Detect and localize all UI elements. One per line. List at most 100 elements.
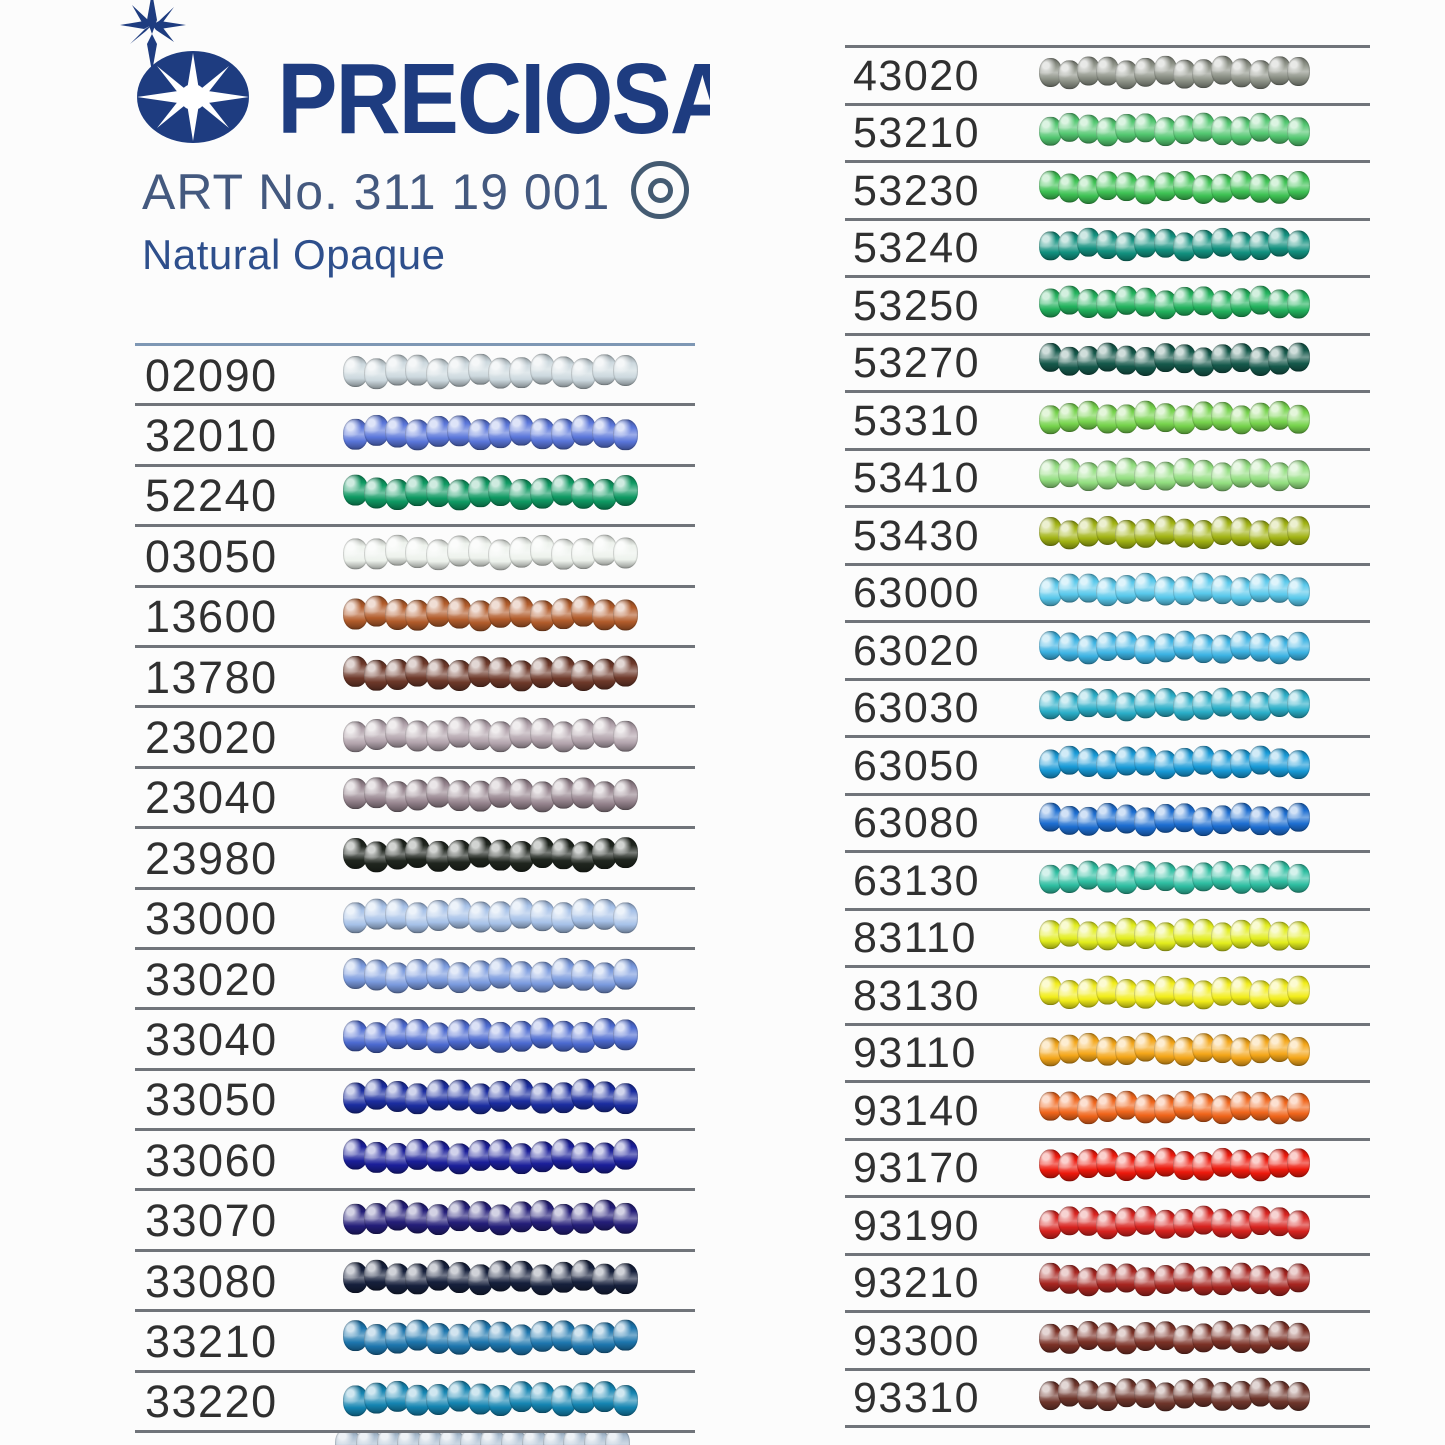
bead-strand [343, 403, 643, 460]
bead [1115, 404, 1139, 434]
bead-row: 93190 [845, 1195, 1370, 1253]
bead [612, 1384, 638, 1416]
bead [1039, 802, 1062, 832]
bead-code: 13600 [145, 591, 278, 643]
bead [563, 1433, 589, 1445]
bead [1229, 116, 1253, 146]
bead [1096, 515, 1120, 545]
bead [1191, 1092, 1215, 1122]
bead [1134, 1150, 1158, 1180]
bead [1153, 228, 1177, 258]
bead-strand [1039, 1368, 1324, 1423]
bead [459, 1433, 485, 1445]
bead-row: 53410 [845, 447, 1370, 506]
bead-code: 93210 [853, 1259, 981, 1308]
bead [1229, 1323, 1253, 1353]
bead [1287, 975, 1311, 1005]
bead-row: 93210 [845, 1252, 1370, 1311]
bead [1172, 1090, 1196, 1120]
bead [1229, 864, 1253, 894]
bead [1096, 1210, 1120, 1240]
bead [1134, 920, 1158, 950]
bead [1115, 114, 1139, 144]
bead [1172, 1208, 1196, 1238]
bead [1077, 1380, 1101, 1410]
bead-strand [343, 1370, 643, 1427]
bead-strand [343, 585, 643, 642]
bead-code: 93170 [853, 1144, 981, 1193]
bead [1287, 289, 1311, 319]
bead [1039, 975, 1062, 1005]
bead [1191, 745, 1215, 775]
bead-strand [1039, 563, 1324, 618]
bead [1058, 632, 1082, 662]
bead [1153, 576, 1177, 606]
bead [1096, 342, 1120, 372]
bead-strand [1039, 160, 1324, 215]
bead [480, 1433, 506, 1445]
bead-code: 23980 [145, 832, 278, 884]
bead [1134, 113, 1158, 143]
bead [1287, 749, 1311, 779]
bead [1287, 56, 1311, 86]
bead [1153, 1209, 1177, 1239]
bead [1096, 1037, 1120, 1067]
bead [1268, 115, 1292, 145]
bead [612, 655, 638, 687]
bead-code: 33060 [145, 1134, 278, 1186]
bead [1096, 1148, 1120, 1178]
bead [1077, 978, 1101, 1008]
bead-code: 23020 [145, 712, 278, 764]
bead [1287, 342, 1311, 372]
bead [1039, 1149, 1062, 1179]
bead [1134, 689, 1158, 719]
bead [1210, 1208, 1234, 1238]
bead [612, 599, 638, 631]
bead [1096, 230, 1120, 260]
bead-strand [343, 645, 643, 702]
bead [1115, 1263, 1139, 1293]
bead [612, 1083, 638, 1115]
bead [1210, 55, 1234, 85]
bead [1077, 573, 1101, 603]
bead-strand [1039, 735, 1324, 790]
bead [1191, 980, 1215, 1010]
bead [1172, 1151, 1196, 1181]
bead-row: 53250 [845, 275, 1370, 333]
bead-strand [1039, 620, 1324, 675]
bead-strand [1039, 1080, 1324, 1135]
bead [1134, 461, 1158, 491]
bead [1191, 918, 1215, 948]
bead-code: 93310 [853, 1374, 981, 1423]
bead-strand [343, 1128, 643, 1185]
bead [1268, 860, 1292, 890]
bead [1210, 116, 1234, 146]
bead [1191, 1378, 1215, 1408]
bead [1153, 1094, 1177, 1124]
bead-code: 53410 [853, 454, 981, 503]
bead [1115, 1207, 1139, 1237]
page-subtitle: Natural Opaque [142, 231, 446, 278]
bead-code: 83110 [853, 914, 977, 963]
bead [1058, 285, 1082, 315]
bead [1096, 289, 1120, 319]
bead [1096, 1322, 1120, 1352]
bead [418, 1433, 443, 1445]
bead [1191, 1323, 1215, 1353]
bead-code: 53250 [853, 281, 981, 330]
bead [1287, 404, 1311, 434]
bead [1172, 1324, 1196, 1354]
bead [1134, 57, 1158, 87]
bead [1229, 1037, 1253, 1067]
bead [1058, 347, 1082, 377]
bead [1268, 345, 1292, 375]
bead [1268, 977, 1292, 1007]
bead [1268, 1320, 1292, 1350]
bead [1172, 115, 1196, 145]
bead [1287, 803, 1311, 833]
bead [612, 1263, 638, 1295]
bead-row: 03050 [135, 524, 695, 584]
bead [1210, 805, 1234, 835]
bead-code: 63020 [853, 626, 981, 675]
bead [1096, 404, 1120, 434]
